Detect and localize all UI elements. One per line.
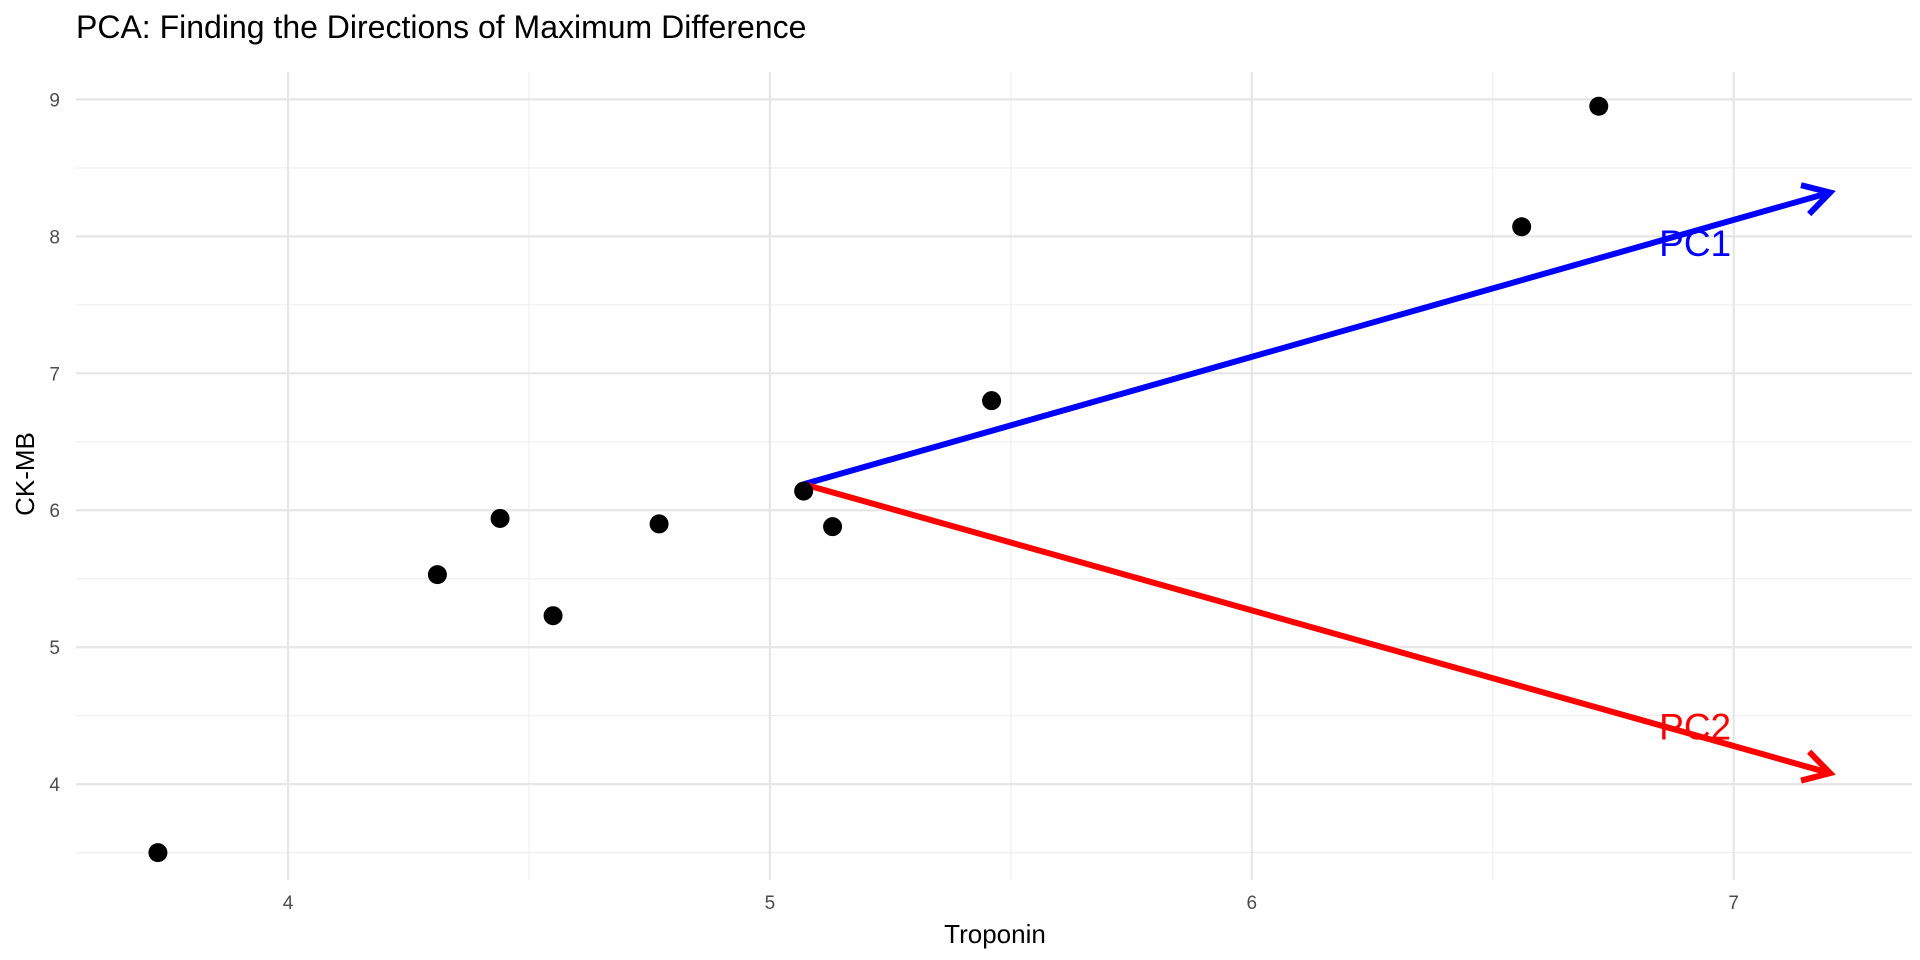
data-point	[982, 391, 1002, 411]
principal-component-arrows	[802, 182, 1836, 784]
x-axis-title: Troponin	[944, 919, 1046, 949]
y-axis-ticks: 4 5 6 7 8 9	[49, 90, 60, 796]
data-point	[794, 481, 814, 501]
data-point	[148, 843, 168, 863]
data-point	[490, 508, 510, 528]
minor-gridlines	[76, 72, 1912, 880]
x-tick-label: 4	[283, 893, 294, 914]
data-point	[1589, 96, 1609, 116]
y-tick-label: 4	[49, 775, 60, 796]
chart-title: PCA: Finding the Directions of Maximum D…	[76, 9, 806, 45]
data-point	[1512, 217, 1532, 237]
major-gridlines	[76, 72, 1912, 880]
data-point	[427, 565, 447, 585]
y-axis-title: CK-MB	[10, 432, 40, 516]
pc2-label: PC2	[1659, 707, 1731, 748]
x-tick-label: 7	[1728, 893, 1739, 914]
y-tick-label: 9	[49, 90, 60, 111]
pc1-arrow-shaft	[802, 189, 1831, 488]
y-tick-label: 6	[49, 501, 60, 522]
data-points	[148, 96, 1609, 863]
y-tick-label: 8	[49, 227, 60, 248]
pc1-label: PC1	[1659, 223, 1731, 264]
data-point	[649, 514, 669, 534]
x-tick-label: 5	[765, 893, 776, 914]
x-tick-label: 6	[1247, 893, 1258, 914]
data-point	[543, 606, 563, 626]
arrow-labels: PC1 PC2	[1659, 223, 1731, 747]
x-axis-ticks: 4 5 6 7	[283, 893, 1739, 914]
pc2-arrow-head	[1800, 749, 1836, 784]
pc1-arrow-head	[1800, 182, 1836, 217]
data-point	[823, 517, 843, 537]
y-tick-label: 7	[49, 364, 60, 385]
y-tick-label: 5	[49, 638, 60, 659]
pc2-arrow-shaft	[802, 481, 1831, 777]
